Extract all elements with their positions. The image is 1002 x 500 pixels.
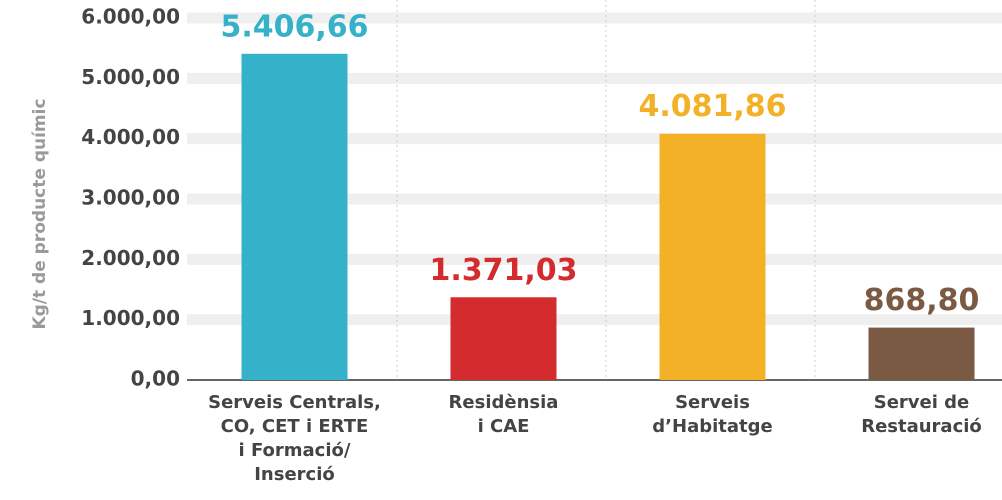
value-label: 4.081,86 — [638, 89, 786, 124]
x-tick-label: Restauració — [861, 416, 982, 437]
x-tick-label: Inserció — [254, 464, 335, 485]
y-tick-label: 2.000,00 — [81, 246, 180, 270]
y-axis-label: Kg/t de producte químic — [30, 98, 50, 329]
y-tick-label: 4.000,00 — [81, 125, 180, 149]
x-tick-label: i Formació/ — [239, 440, 351, 461]
value-label: 1.371,03 — [429, 253, 577, 288]
y-tick-label: 6.000,00 — [81, 5, 180, 29]
y-tick-label: 5.000,00 — [81, 65, 180, 89]
bar — [241, 53, 348, 380]
bar — [868, 327, 975, 380]
x-tick-label: Residènsia — [449, 392, 559, 413]
x-tick-label: i CAE — [478, 416, 530, 437]
value-label: 5.406,66 — [220, 9, 368, 44]
y-tick-label: 1.000,00 — [81, 306, 180, 330]
y-tick-label: 3.000,00 — [81, 186, 180, 210]
y-tick-label: 0,00 — [131, 367, 180, 391]
x-tick-label: Servei de — [874, 392, 970, 413]
bar — [450, 297, 557, 380]
value-label: 868,80 — [864, 283, 980, 318]
x-tick-label: Serveis — [675, 392, 750, 413]
x-tick-label: d’Habitatge — [652, 416, 772, 437]
x-tick-label: CO, CET i ERTE — [221, 416, 369, 437]
bar — [659, 133, 766, 380]
x-tick-label: Serveis Centrals, — [208, 392, 381, 413]
